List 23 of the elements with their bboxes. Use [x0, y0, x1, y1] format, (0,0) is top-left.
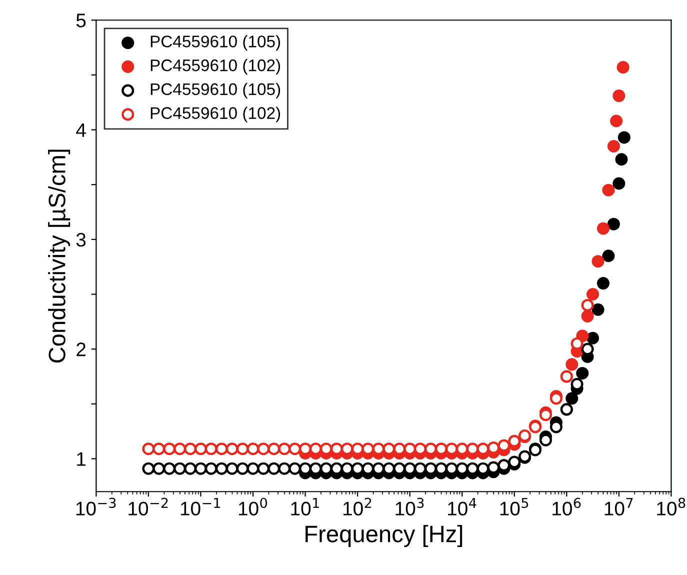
y-tick-label: 4	[76, 123, 86, 137]
x-tick-label: 10$^{−2}$	[128, 498, 168, 516]
x-tick-label: 10$^{−1}$	[180, 498, 220, 516]
x-tick-label: 10$^{4}$	[448, 498, 476, 516]
x-tick-label: 10$^{8}$	[657, 498, 686, 516]
x-axis-title: Frequency [Hz]	[306, 525, 462, 548]
x-tick-label: 10$^{2}$	[343, 498, 372, 516]
y-tick-label: 3	[76, 232, 86, 247]
x-tick-label: 10$^{6}$	[552, 498, 581, 516]
legend-label: PC4559610 (102)	[150, 106, 280, 122]
legend-label: PC4559610 (105)	[150, 82, 280, 98]
y-tick-label: 5	[76, 14, 86, 28]
x-tick-label: 10$^{7}$	[604, 498, 633, 516]
y-tick-label: 2	[76, 342, 86, 356]
x-tick-label: 10$^{0}$	[238, 498, 268, 516]
y-axis-title: Conductivity [µS/cm]	[48, 150, 70, 363]
x-tick-label: 10$^{3}$	[396, 498, 424, 516]
legend-label: PC4559610 (105)	[150, 35, 280, 51]
y-tick-label: 1	[77, 452, 86, 466]
x-tick-label: 10$^{1}$	[291, 498, 319, 516]
x-tick-label: 10$^{−3}$	[76, 498, 116, 516]
legend-label: PC4559610 (102)	[150, 58, 280, 75]
x-tick-label: 10$^{5}$	[500, 498, 528, 516]
